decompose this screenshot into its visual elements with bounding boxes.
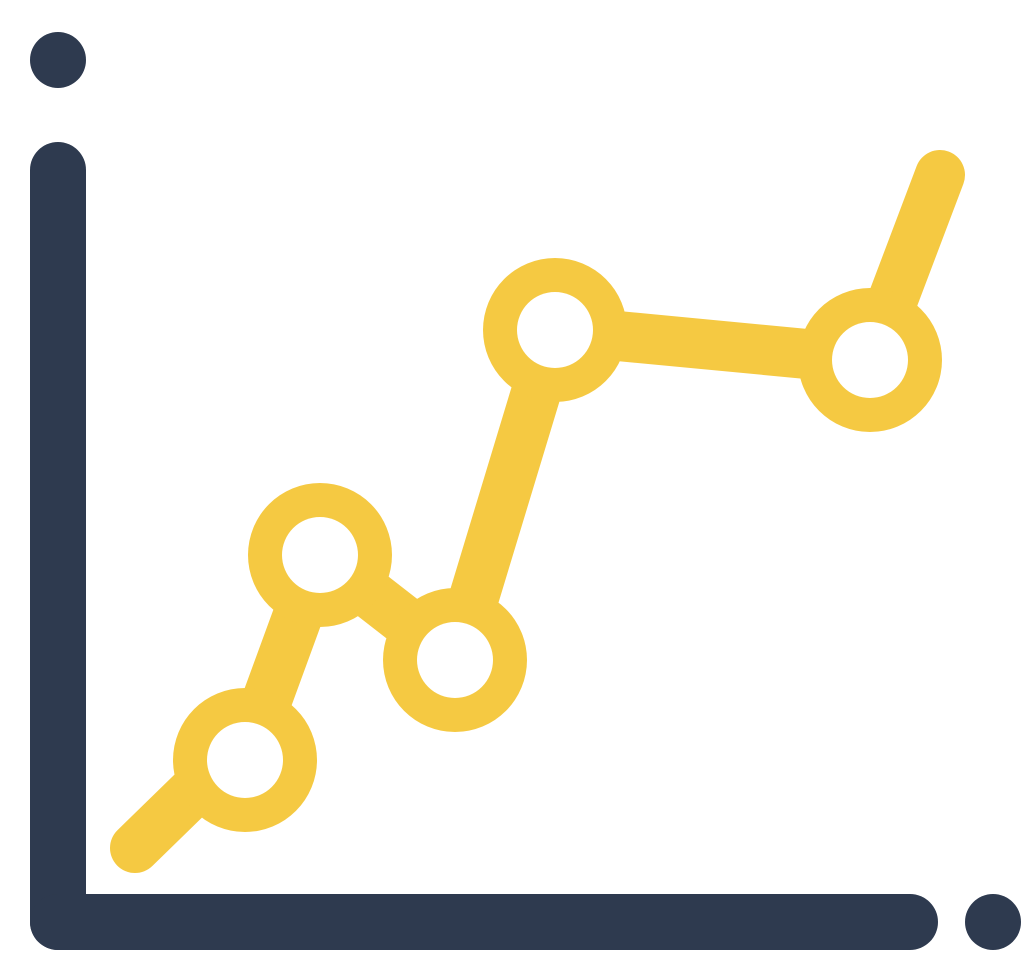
x-axis-tick-dot: [965, 894, 1021, 950]
y-axis-tick-dot: [30, 32, 86, 88]
series-marker-hole: [282, 517, 358, 593]
chart-series: [135, 175, 942, 848]
series-marker-hole: [832, 322, 908, 398]
series-marker-hole: [207, 722, 283, 798]
series-marker-hole: [417, 622, 493, 698]
series-marker-hole: [517, 292, 593, 368]
scatter-line-chart-icon: [0, 0, 1021, 980]
